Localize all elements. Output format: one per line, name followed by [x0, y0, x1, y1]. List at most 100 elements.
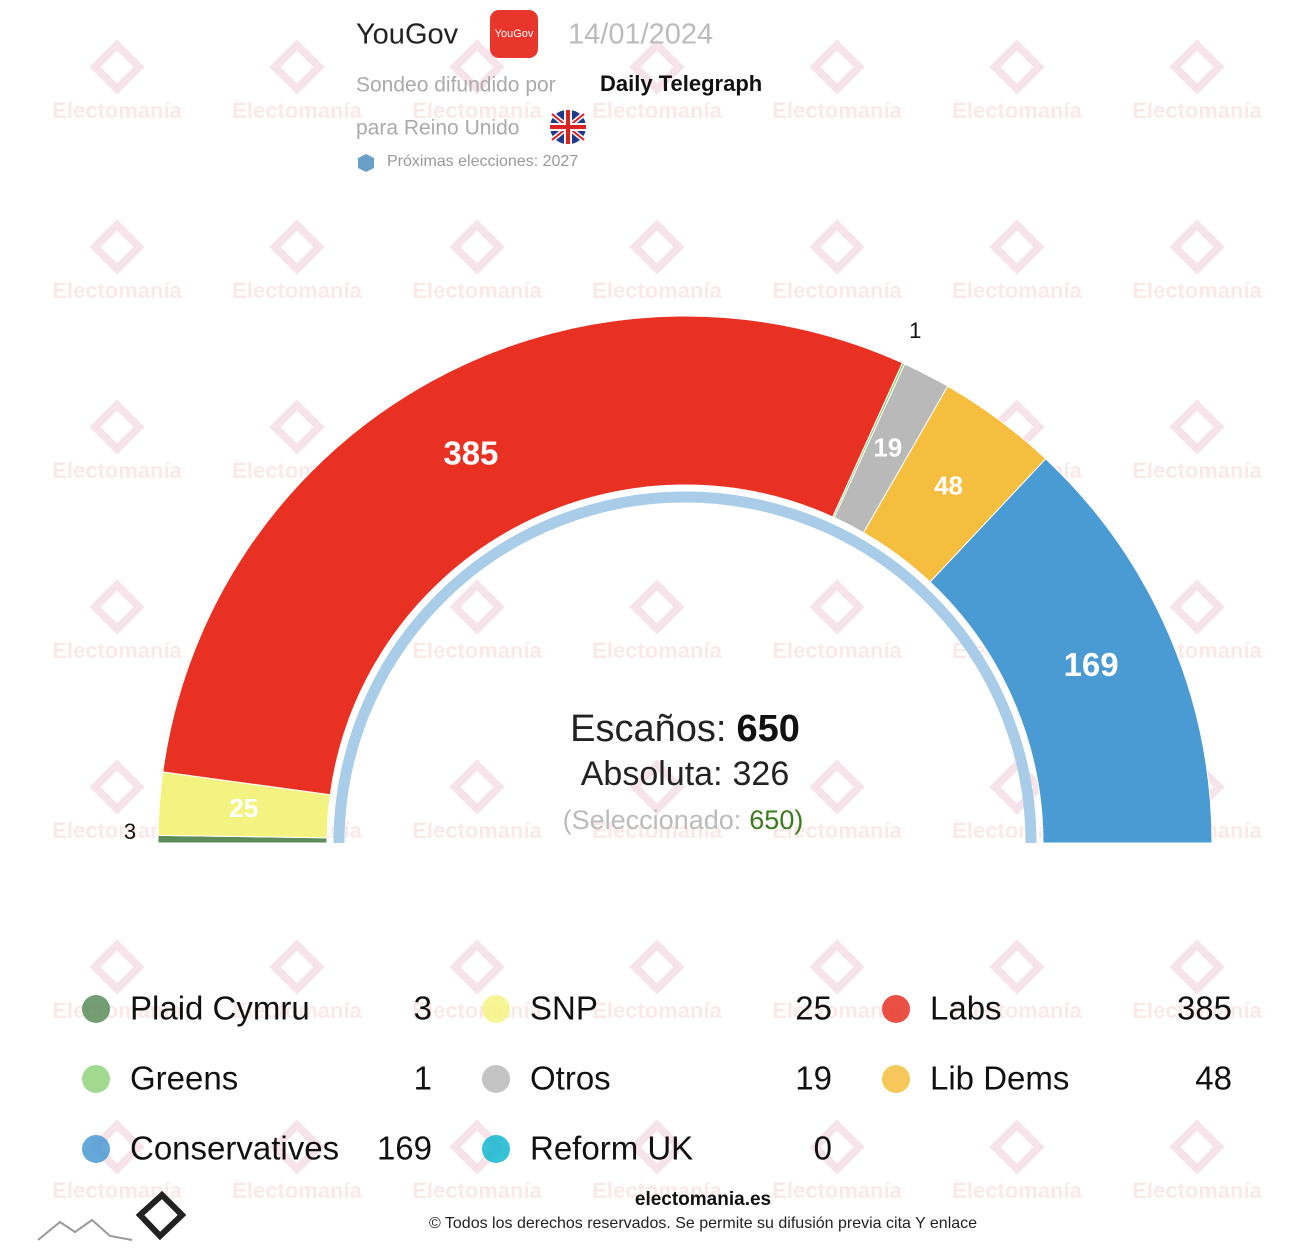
legend-name: Conservatives [130, 1130, 339, 1167]
watermark: Electomanía [412, 98, 542, 123]
seat-segment [929, 458, 1213, 844]
legend-icon [482, 995, 510, 1023]
site: electomania.es [635, 1189, 771, 1210]
flag [550, 110, 586, 144]
legend-icon [882, 1065, 910, 1093]
seat-segment [162, 315, 904, 796]
watermark-icon [89, 579, 145, 635]
watermark-icon [269, 219, 325, 275]
seat-label: 48 [934, 470, 963, 500]
watermark-icon [629, 939, 685, 995]
seat-label: 25 [229, 793, 258, 823]
watermark: Electomanía [412, 278, 542, 303]
watermark-icon [809, 579, 865, 635]
watermark: Electomanía [1132, 458, 1262, 483]
watermark: Electomanía [592, 98, 722, 123]
watermark-icon [449, 759, 505, 815]
watermark-icon [1169, 939, 1225, 995]
watermark-icon [89, 759, 145, 815]
watermark-icon [629, 1119, 685, 1175]
legend-name: Lib Dems [930, 1060, 1069, 1097]
watermark: Electomanía [772, 278, 902, 303]
legend-icon [482, 1135, 510, 1163]
watermark-icon [1169, 39, 1225, 95]
legend-value: 3 [414, 990, 432, 1027]
watermark: Electomanía [52, 98, 182, 123]
watermark: Electomanía [52, 638, 182, 663]
watermark-icon [269, 939, 325, 995]
watermark-icon [449, 939, 505, 995]
footer-logo [37, 1218, 133, 1241]
legend-value: 19 [795, 1060, 832, 1097]
watermark: Electomanía [952, 1178, 1082, 1203]
footer-mark [135, 1190, 187, 1241]
watermark-icon [629, 759, 685, 815]
watermark: Electomanía [232, 278, 362, 303]
watermark: Electomanía [1132, 998, 1262, 1023]
watermark: Electomanía [232, 1178, 362, 1203]
legend-value: 169 [377, 1130, 432, 1167]
ballot-icon [358, 154, 374, 172]
legend: Plaid Cymru 3 SNP 25 Labs 385 Greens 1 Otros 19 Li… [82, 990, 1232, 1167]
pollster-logo [490, 10, 538, 58]
watermark-icon [809, 39, 865, 95]
watermark: Electomanía [772, 998, 902, 1023]
watermark-icon [89, 39, 145, 95]
watermark-icon [89, 939, 145, 995]
majority: 326 [733, 755, 790, 793]
watermark-icon [809, 759, 865, 815]
selected-label: (Seleccionado: [563, 805, 742, 835]
watermark-icon [1169, 579, 1225, 635]
legend-name: Reform UK [530, 1130, 693, 1167]
legend-name: Otros [530, 1060, 611, 1097]
watermark-icon [89, 1119, 145, 1175]
seat-label: 169 [1064, 646, 1119, 683]
majority-line: Absoluta: 326 [581, 755, 790, 793]
watermark: Electomanía [52, 458, 182, 483]
seat-label: 3 [124, 819, 136, 844]
legend-name: Labs [930, 990, 1002, 1027]
selected-line: (Seleccionado: 650) [563, 805, 804, 835]
legend-value: 0 [814, 1130, 832, 1167]
watermark: Electomanía [412, 1178, 542, 1203]
media: Daily Telegraph [600, 71, 762, 96]
watermark: Electomanía [1132, 1178, 1262, 1203]
watermark: Electomanía [772, 638, 902, 663]
watermark: Electomanía [952, 998, 1082, 1023]
watermark-icon [989, 219, 1045, 275]
legend-icon [882, 995, 910, 1023]
watermark: Electomanía [592, 278, 722, 303]
watermark: Electomanía [952, 278, 1082, 303]
pollster: YouGov [356, 19, 459, 51]
watermark-icon [1169, 1119, 1225, 1175]
legend-icon [82, 1065, 110, 1093]
seat-label: 385 [443, 434, 498, 471]
legend-name: SNP [530, 990, 598, 1027]
watermark-icon [269, 39, 325, 95]
watermark-icon [989, 939, 1045, 995]
watermark-icon [989, 39, 1045, 95]
legend-value: 385 [1177, 990, 1232, 1027]
seat-label: 1 [909, 318, 921, 343]
legend-value: 48 [1195, 1060, 1232, 1097]
selected: 650 [749, 805, 794, 835]
watermark-icon [629, 579, 685, 635]
seat-label: 19 [873, 433, 902, 463]
watermark: Electomanía [232, 998, 362, 1023]
watermark-icon [449, 39, 505, 95]
legend-icon [82, 995, 110, 1023]
watermark: Electomanía [412, 818, 542, 843]
hemicycle: 3 25 385 1 19 48 169 [124, 315, 1213, 844]
watermark: Electomanía [412, 638, 542, 663]
watermark: Electomanía [52, 278, 182, 303]
legend-icon [482, 1065, 510, 1093]
watermark-icon [629, 39, 685, 95]
watermark: Electomanía [772, 98, 902, 123]
watermark: Electomanía [1132, 98, 1262, 123]
watermark-icon [89, 399, 145, 455]
legend-name: Plaid Cymru [130, 990, 310, 1027]
legend-value: 25 [795, 990, 832, 1027]
watermark: Electomanía [52, 998, 182, 1023]
total: 650 [736, 708, 799, 750]
